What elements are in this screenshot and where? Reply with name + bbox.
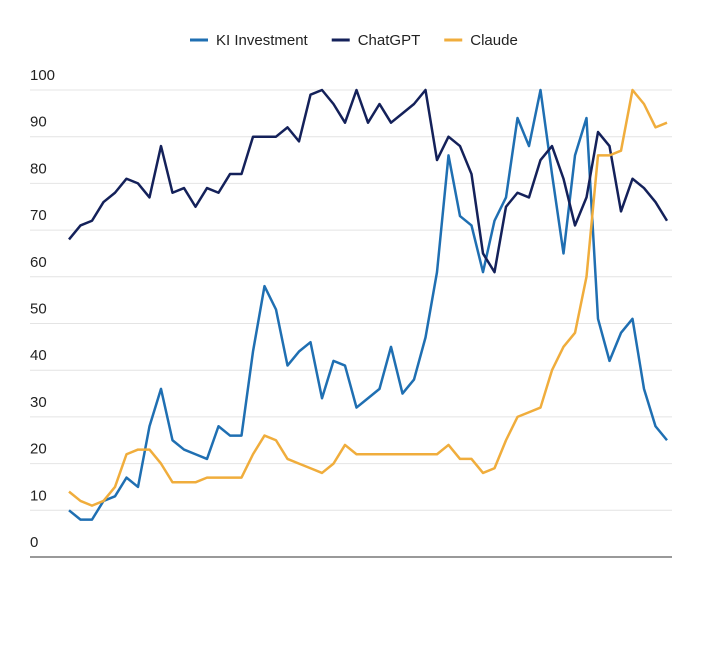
y-tick-label: 60 xyxy=(30,254,47,271)
y-tick-label: 70 xyxy=(30,207,47,224)
y-tick-label: 20 xyxy=(30,441,47,458)
legend-label: ChatGPT xyxy=(358,32,421,49)
y-tick-label: 10 xyxy=(30,487,47,504)
legend-label: Claude xyxy=(470,32,518,49)
line-series xyxy=(68,88,668,521)
y-tick-label: 40 xyxy=(30,347,47,364)
line-series xyxy=(68,88,669,274)
y-tick-label: 50 xyxy=(30,301,47,318)
line-series xyxy=(68,88,668,507)
y-tick-label: 90 xyxy=(30,114,47,131)
legend-label: KI Investment xyxy=(216,32,309,49)
y-tick-label: 100 xyxy=(30,67,55,84)
y-tick-label: 30 xyxy=(30,394,47,411)
y-tick-label: 0 xyxy=(30,534,38,551)
y-tick-label: 80 xyxy=(30,160,47,177)
